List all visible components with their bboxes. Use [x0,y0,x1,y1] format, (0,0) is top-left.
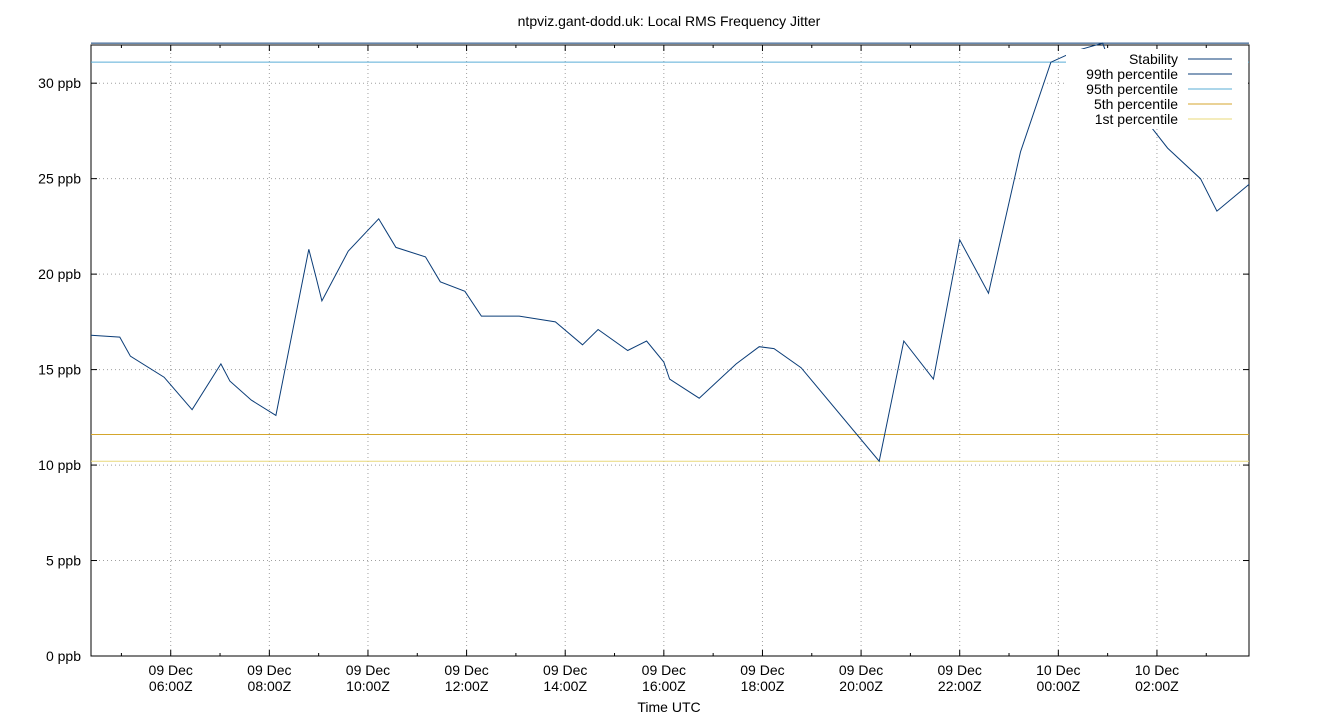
x-tick-label-date: 10 Dec [1135,662,1179,678]
y-tick-label: 30 ppb [38,75,81,91]
x-tick-label-date: 09 Dec [740,662,784,678]
y-tick-label: 15 ppb [38,362,81,378]
percentile-lines [91,42,1249,462]
chart-title: ntpviz.gant-dodd.uk: Local RMS Frequency… [518,13,821,29]
legend-label: 99th percentile [1086,66,1178,82]
legend-label: 1st percentile [1095,111,1178,127]
x-tick-label-date: 09 Dec [839,662,883,678]
x-tick-label-date: 09 Dec [444,662,488,678]
x-tick-label-date: 09 Dec [543,662,587,678]
x-tick-label-time: 18:00Z [741,678,785,694]
y-tick-label: 25 ppb [38,171,81,187]
legend-label: 5th percentile [1094,96,1178,112]
x-axis-label: Time UTC [637,699,700,715]
grid [91,45,1249,656]
x-tick-label-time: 22:00Z [938,678,982,694]
x-tick-label-date: 09 Dec [938,662,982,678]
legend-label: Stability [1129,51,1178,67]
stability-series-line [90,42,1250,463]
x-tick-label-date: 09 Dec [346,662,390,678]
x-tick-label-date: 09 Dec [642,662,686,678]
x-tick-label-time: 00:00Z [1037,678,1081,694]
y-tick-label: 20 ppb [38,266,81,282]
x-tick-label-date: 09 Dec [247,662,291,678]
plot-area-frame [90,44,1250,657]
x-tick-label-time: 08:00Z [248,678,292,694]
x-tick-label-time: 20:00Z [839,678,883,694]
legend-label: 95th percentile [1086,81,1178,97]
x-tick-label-time: 16:00Z [642,678,686,694]
x-tick-label-time: 06:00Z [149,678,193,694]
series-layer [90,42,1250,463]
x-tick-label-time: 10:00Z [346,678,390,694]
y-tick-label: 0 ppb [46,648,81,664]
y-axis: 0 ppb 5 ppb 10 ppb 15 ppb 20 ppb 25 ppb 30 ppb [38,75,1249,664]
y-tick-label: 5 ppb [46,553,81,569]
x-tick-label-time: 12:00Z [445,678,489,694]
x-tick-label-time: 02:00Z [1135,678,1179,694]
y-tick-label: 10 ppb [38,457,81,473]
x-tick-label-time: 14:00Z [543,678,587,694]
x-tick-label-date: 10 Dec [1036,662,1080,678]
x-tick-label-date: 09 Dec [149,662,193,678]
